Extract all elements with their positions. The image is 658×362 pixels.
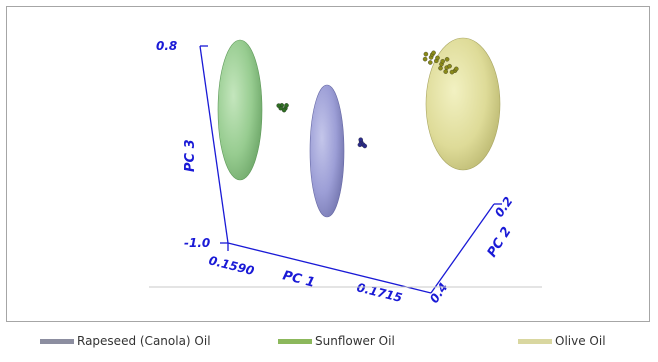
y-tick-label-far: 0.2 [492,194,516,219]
legend-swatch-olive [518,338,552,344]
olive-point-16 [454,66,459,72]
z-axis-line [199,45,229,244]
z-tick-label-top: 0.8 [156,39,177,53]
olive-point-8 [447,63,452,69]
axes [199,45,502,294]
legend-label-olive: Olive Oil [555,334,606,348]
legend-swatch-rapeseed [40,338,74,344]
legend-label-rapeseed: Rapeseed (Canola) Oil [77,334,211,348]
y-tick-label-near: 0.4 [427,280,451,305]
x-tick-label-left: 0.1590 [207,253,255,278]
sunflower-point-5 [276,103,281,108]
olive-point-15 [431,50,436,56]
x-axis-line [227,242,432,294]
legend-item-olive: Olive Oil [518,334,606,348]
olive-point-10 [422,56,428,62]
ellipsoids [217,37,501,218]
olive-point-0 [423,51,429,57]
olive-point-12 [438,65,443,71]
z-axis-title: PC 3 [183,139,198,172]
rapeseed-point-4 [358,137,363,142]
pca-3d-plot: 0.8 -1.0 0.1590 0.1715 0.4 0.2 PC 3 PC 1… [149,37,542,306]
rapeseed-point-2 [357,142,363,148]
legend-item-sunflower: Sunflower Oil [278,334,395,348]
legend-label-sunflower: Sunflower Oil [315,334,395,348]
data-points [276,50,459,149]
rapeseed-point-3 [362,143,368,149]
z-tick-label-bottom: -1.0 [184,236,210,250]
legend-swatch-sunflower [278,338,312,344]
legend: Rapeseed (Canola) Oil Sunflower Oil Oliv… [0,334,658,358]
olive-point-7 [440,59,445,64]
y-axis-line [430,203,495,294]
olive-point-11 [428,60,433,65]
olive-point-17 [444,57,450,62]
legend-item-rapeseed: Rapeseed (Canola) Oil [40,334,211,348]
olive-point-6 [435,55,440,61]
sunflower-point-4 [281,107,287,113]
sunflower-ellipsoid [217,39,263,181]
y-axis-title: PC 2 [485,224,515,260]
olive-point-14 [449,69,455,75]
olive-point-13 [443,69,448,74]
sunflower-point-3 [284,103,289,108]
rapeseed-ellipsoid [309,84,345,218]
